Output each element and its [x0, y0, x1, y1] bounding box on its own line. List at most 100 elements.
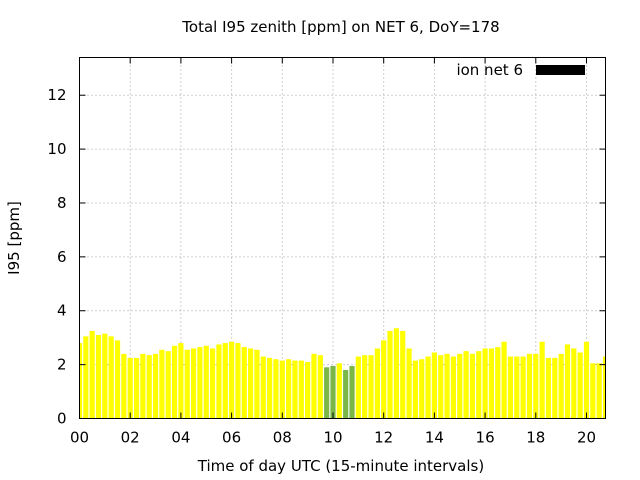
- bar: [273, 359, 279, 419]
- bar: [317, 355, 323, 419]
- bar: [419, 359, 425, 419]
- bar: [431, 352, 437, 419]
- bar: [248, 348, 254, 419]
- y-tick-label: 10: [47, 140, 66, 158]
- bar: [222, 343, 228, 419]
- x-tick-label: 08: [273, 429, 292, 447]
- bar: [292, 360, 298, 419]
- x-axis-label: Time of day UTC (15-minute intervals): [197, 457, 484, 475]
- bar: [95, 334, 102, 419]
- x-tick-label: 02: [121, 429, 140, 447]
- bar: [406, 348, 412, 419]
- x-tick-label: 16: [476, 429, 495, 447]
- y-tick-labels: 0 2 4 6 8 10 12: [47, 86, 66, 427]
- bar: [564, 344, 571, 419]
- bar: [355, 356, 361, 419]
- bar: [165, 351, 171, 419]
- bar: [444, 353, 450, 419]
- bar: [102, 333, 108, 419]
- bar: [203, 345, 209, 419]
- bar: [114, 340, 121, 419]
- bar: [343, 370, 349, 419]
- bar: [286, 359, 292, 419]
- y-tick-label: 8: [57, 194, 67, 212]
- bar: [171, 345, 178, 419]
- bar: [583, 341, 590, 419]
- bar: [362, 355, 368, 419]
- bar: [241, 347, 247, 419]
- x-tick-labels: 00 02 04 06 08 10 12 14 16 18 20: [70, 429, 596, 447]
- bar: [235, 343, 241, 419]
- bar: [571, 348, 577, 419]
- bar: [507, 356, 514, 419]
- bar: [400, 330, 406, 419]
- chart-title: Total I95 zenith [ppm] on NET 6, DoY=178: [181, 18, 499, 36]
- bar: [526, 353, 533, 419]
- bar: [387, 330, 393, 419]
- bar: [577, 352, 583, 419]
- bar: [482, 348, 488, 419]
- y-axis-label: I95 [ppm]: [5, 201, 23, 275]
- bar: [349, 365, 355, 419]
- ticks: [79, 57, 606, 419]
- y-tick-label: 2: [57, 356, 67, 374]
- plot-frame: [79, 57, 606, 419]
- bar: [133, 357, 140, 419]
- bar: [228, 341, 235, 419]
- bar: [596, 363, 602, 419]
- bar: [558, 353, 564, 419]
- bar: [108, 336, 114, 419]
- bar: [140, 353, 146, 419]
- bar: [381, 340, 387, 419]
- bar: [495, 347, 501, 419]
- bar: [190, 348, 197, 419]
- x-tick-label: 18: [526, 429, 545, 447]
- bar: [463, 351, 469, 419]
- bar: [501, 341, 507, 419]
- bar: [216, 344, 222, 419]
- grid: [79, 57, 606, 419]
- bar: [457, 353, 463, 419]
- bar: [520, 356, 526, 419]
- x-tick-label: 00: [70, 429, 89, 447]
- legend-label: ion net 6: [456, 61, 523, 79]
- bar: [305, 361, 311, 419]
- x-tick-label: 10: [323, 429, 342, 447]
- bar: [336, 363, 342, 419]
- bar: [197, 347, 203, 419]
- bar: [89, 330, 95, 419]
- x-tick-label: 06: [222, 429, 241, 447]
- y-tick-label: 0: [57, 410, 67, 428]
- bar: [539, 341, 545, 419]
- bar: [209, 348, 216, 419]
- bar: [159, 349, 165, 419]
- bar: [425, 356, 431, 419]
- x-tick-label: 20: [577, 429, 596, 447]
- bar: [545, 357, 552, 419]
- bar: [368, 355, 374, 419]
- bars: [79, 328, 606, 419]
- bar: [514, 356, 520, 419]
- bar: [260, 356, 266, 419]
- bar: [450, 356, 457, 419]
- bar: [184, 349, 190, 419]
- bar: [83, 336, 89, 419]
- bar: [146, 355, 152, 419]
- bar: [324, 367, 330, 419]
- bar: [279, 360, 285, 419]
- bar: [393, 328, 399, 419]
- bar: [438, 355, 444, 419]
- bar: [590, 363, 596, 419]
- bar: [488, 348, 495, 419]
- x-tick-label: 12: [374, 429, 393, 447]
- bar: [552, 357, 558, 419]
- bar: [330, 365, 336, 419]
- legend-swatch: [536, 65, 585, 75]
- bar: [121, 353, 127, 419]
- bar: [476, 351, 482, 419]
- y-tick-label: 6: [57, 248, 67, 266]
- bar: [267, 357, 273, 419]
- bar: [254, 349, 260, 419]
- bar: [298, 360, 304, 419]
